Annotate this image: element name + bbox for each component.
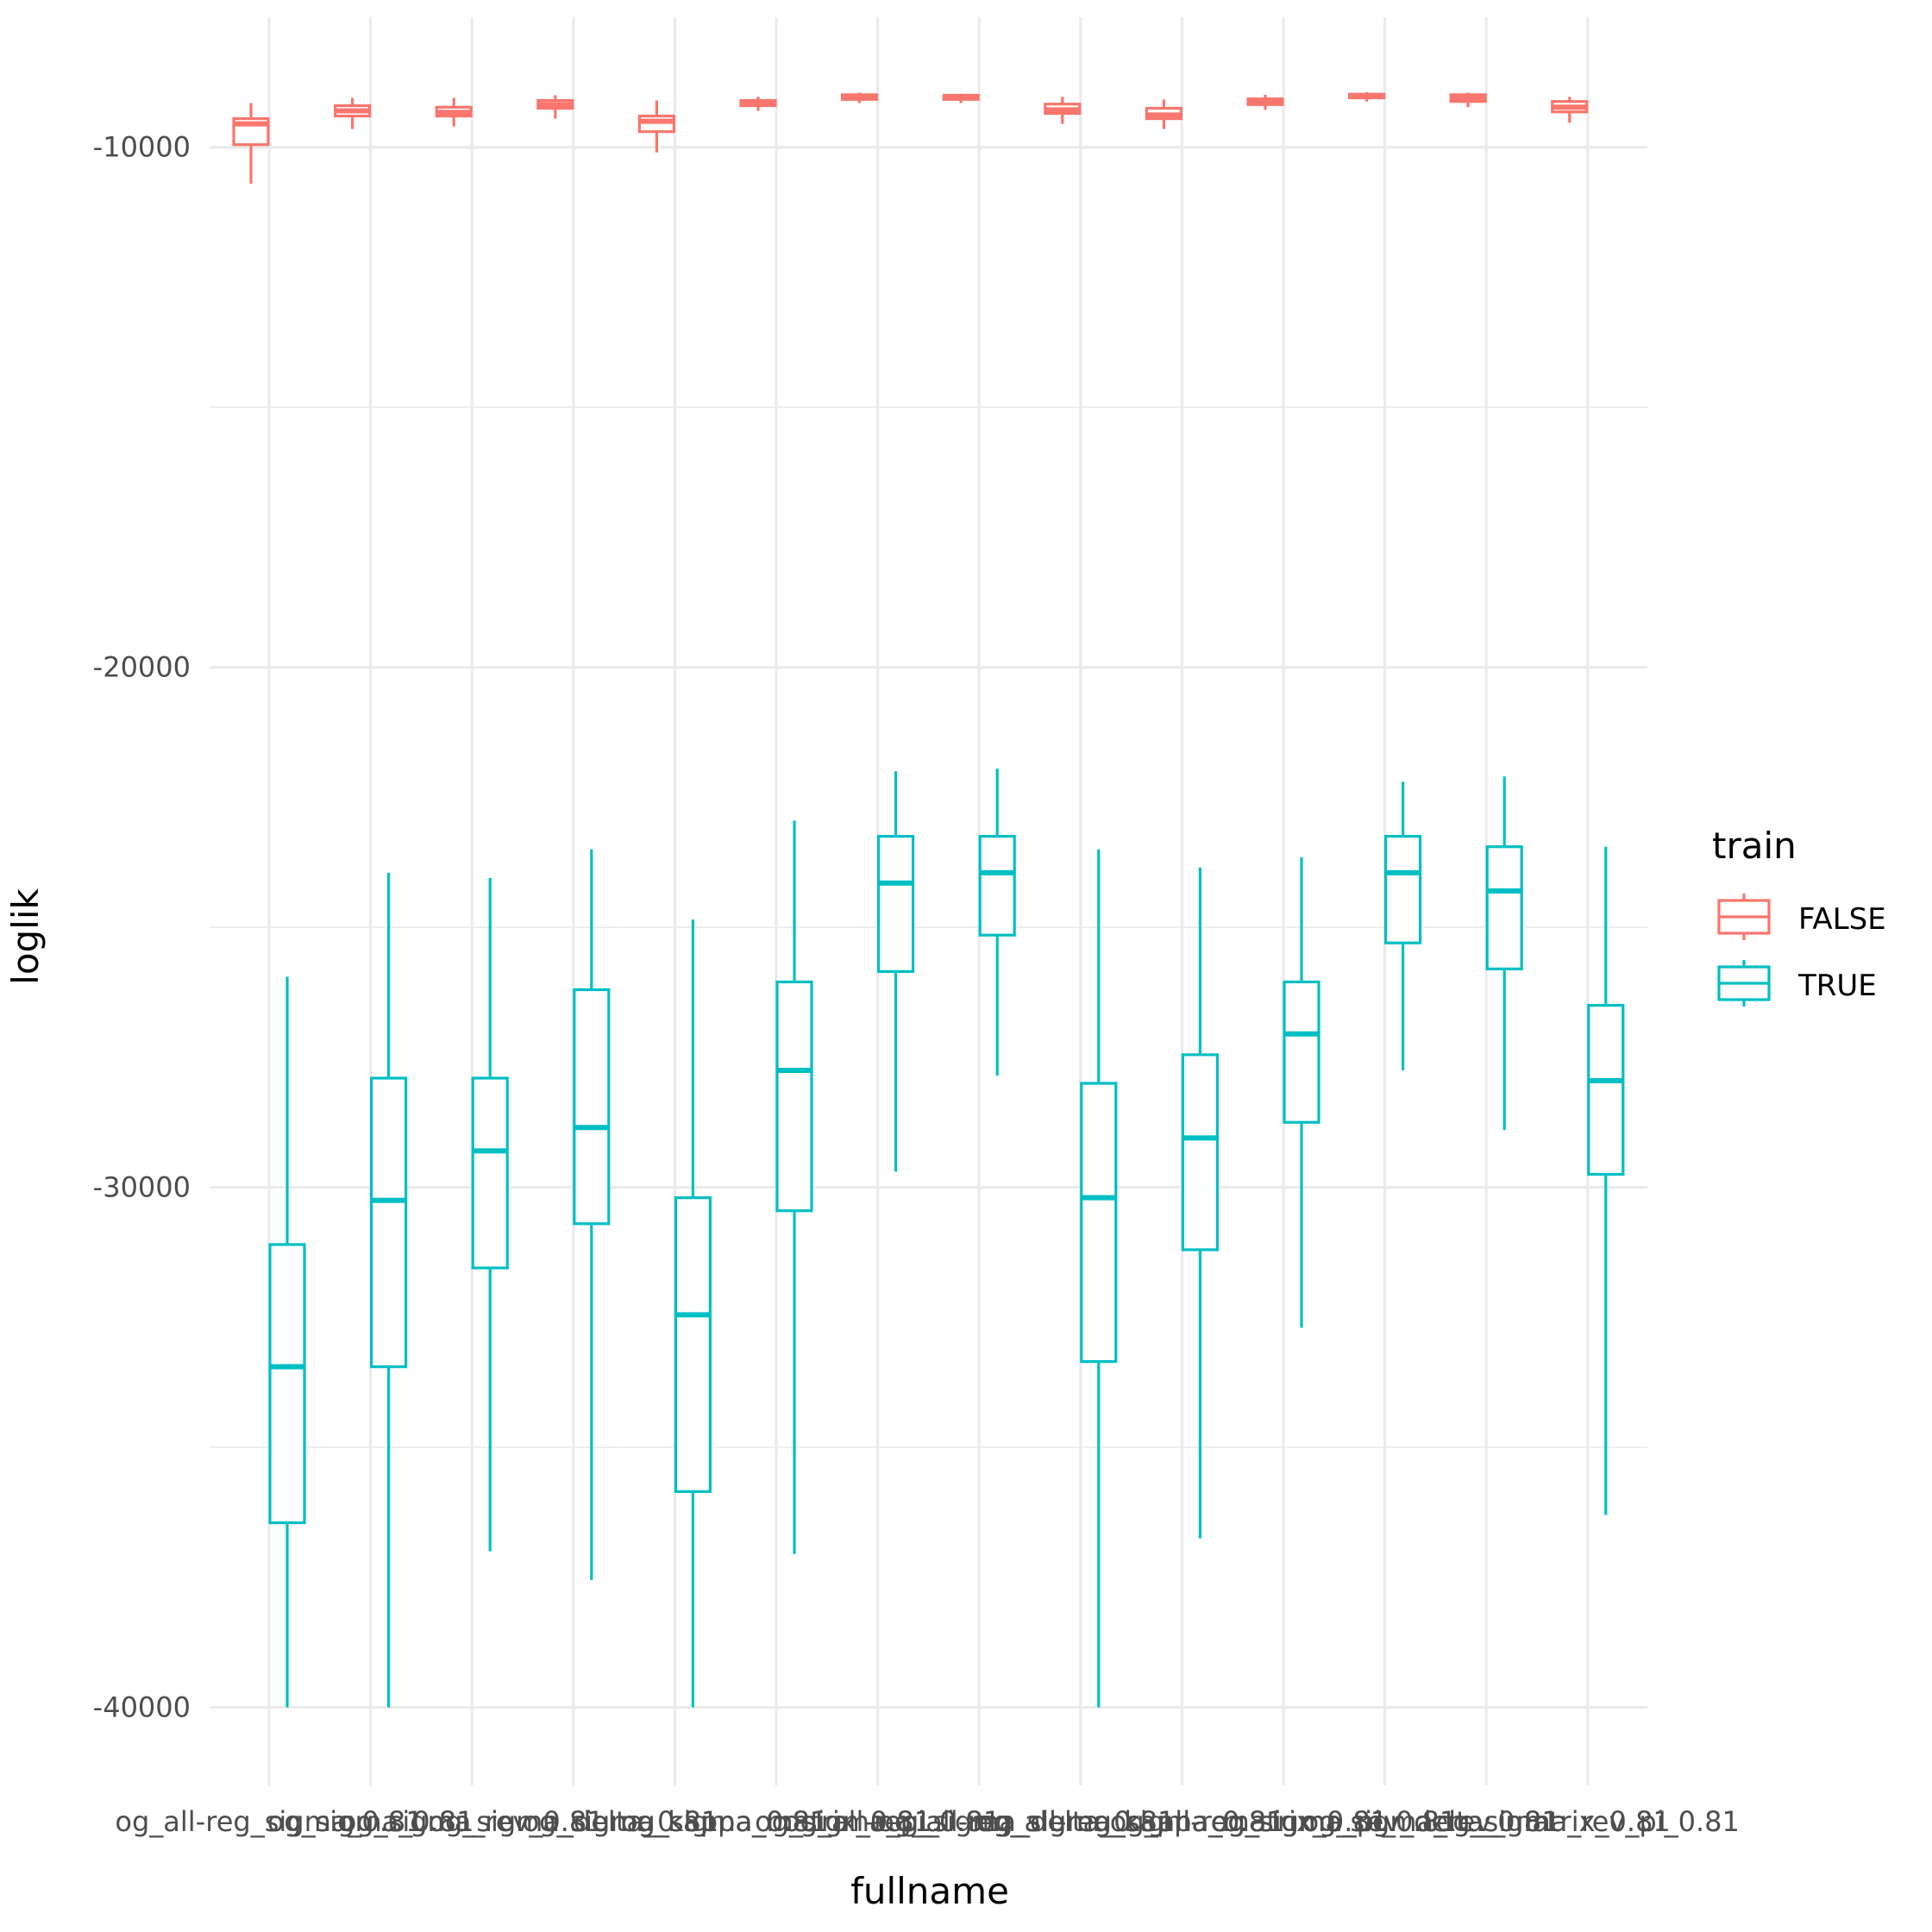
box-true-9 bbox=[1181, 867, 1220, 1539]
box-false-3 bbox=[536, 95, 574, 119]
legend-key-true bbox=[1717, 960, 1771, 1007]
box-iqr bbox=[1485, 845, 1523, 970]
box-false-9 bbox=[1145, 99, 1183, 129]
box-iqr bbox=[876, 835, 915, 973]
box-false-5 bbox=[739, 97, 777, 111]
x-tick-label: og_sigma_rev_pi_0.81 bbox=[1436, 1805, 1740, 1838]
x-tick-label: og_sigma_rev_delta_0.81 bbox=[1211, 1805, 1559, 1838]
y-axis-tick-labels: -10000 -20000 -30000 -40000 bbox=[93, 131, 191, 1724]
box-true-11 bbox=[1383, 781, 1422, 1070]
y-tick-label: -40000 bbox=[93, 1691, 191, 1724]
legend-label-false: FALSE bbox=[1798, 902, 1886, 937]
box-true-7 bbox=[978, 768, 1016, 1076]
box-false-12 bbox=[1449, 92, 1487, 108]
box-iqr bbox=[1080, 1082, 1118, 1364]
x-tick-label: og_sigma_matrix_0.81 bbox=[621, 1805, 932, 1838]
box-iqr bbox=[268, 1243, 306, 1525]
box-true-10 bbox=[1283, 856, 1320, 1328]
series-true-boxes bbox=[268, 768, 1625, 1708]
x-tick-label: og_sigma_pi_0.81 bbox=[755, 1805, 1000, 1838]
box-true-13 bbox=[1587, 846, 1625, 1515]
x-tick-label: og_sigma_0.81 bbox=[267, 1805, 474, 1838]
grid-lines bbox=[210, 17, 1647, 1785]
box-iqr bbox=[674, 1196, 712, 1493]
box-false-2 bbox=[435, 97, 473, 127]
box-iqr bbox=[1181, 1053, 1220, 1251]
box-false-7 bbox=[942, 93, 980, 104]
box-true-6 bbox=[876, 771, 915, 1172]
box-iqr bbox=[1587, 1003, 1625, 1176]
box-false-10 bbox=[1246, 94, 1284, 110]
box-true-0 bbox=[268, 976, 306, 1708]
x-tick-label: og_sigma_rev_0.81 bbox=[340, 1805, 605, 1838]
box-iqr bbox=[775, 980, 813, 1213]
box-iqr bbox=[1383, 835, 1422, 944]
x-axis-tick-labels: og_all-reg_sigma_0.81og_sigma_0.81og_sig… bbox=[115, 1805, 1739, 1838]
box-false-0 bbox=[232, 103, 270, 184]
box-true-3 bbox=[573, 849, 611, 1580]
box-false-4 bbox=[637, 100, 676, 153]
box-true-4 bbox=[674, 919, 712, 1708]
box-true-1 bbox=[370, 872, 408, 1708]
x-tick-label: og_all-reg_sigma_0.81 bbox=[115, 1805, 423, 1838]
box-iqr bbox=[1283, 980, 1320, 1124]
x-tick-label: og_all-reg_sigma_pi_0.81 bbox=[1110, 1805, 1457, 1838]
box-false-13 bbox=[1551, 97, 1589, 123]
x-axis-title: fullname bbox=[850, 1870, 1009, 1912]
legend-title: train bbox=[1712, 825, 1797, 867]
box-false-8 bbox=[1044, 97, 1082, 124]
box-true-8 bbox=[1080, 849, 1118, 1708]
box-iqr bbox=[573, 988, 611, 1226]
x-tick-label: og_sigma_delta_0.81 bbox=[428, 1805, 718, 1838]
box-true-12 bbox=[1485, 776, 1523, 1131]
y-tick-label: -30000 bbox=[93, 1171, 191, 1204]
y-tick-label: -10000 bbox=[93, 131, 191, 164]
legend: train FALSE TRUE bbox=[1712, 825, 1886, 1007]
box-iqr bbox=[471, 1076, 509, 1270]
box-iqr bbox=[978, 835, 1016, 937]
box-true-5 bbox=[775, 820, 813, 1554]
y-tick-label: -20000 bbox=[93, 651, 191, 684]
x-tick-label: og_all-reg_sigma_kappa_0.81 bbox=[877, 1805, 1283, 1838]
y-axis-title: loglik bbox=[4, 888, 47, 984]
box-false-6 bbox=[840, 92, 879, 104]
x-tick-label: og_all-reg_sigma_matrix_0.81 bbox=[976, 1805, 1389, 1838]
box-false-1 bbox=[334, 97, 372, 129]
box-iqr bbox=[637, 114, 676, 134]
box-false-11 bbox=[1347, 91, 1386, 102]
legend-key-false bbox=[1717, 894, 1771, 940]
x-tick-label: og_sigma_kappa_0.81 bbox=[523, 1805, 828, 1838]
x-tick-label: og_sigma_rev_matrix_0.81 bbox=[1302, 1805, 1671, 1838]
box-iqr bbox=[370, 1076, 408, 1369]
x-tick-label: og_all-reg_sigma_delta_0.81 bbox=[783, 1805, 1175, 1838]
series-false-boxes bbox=[232, 91, 1589, 184]
box-true-2 bbox=[471, 877, 509, 1552]
legend-label-true: TRUE bbox=[1797, 969, 1877, 1003]
